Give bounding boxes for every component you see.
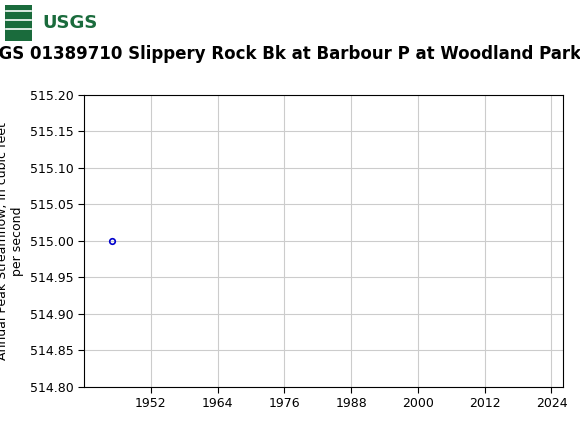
Bar	[3, 3, 70, 42]
Y-axis label: Annual Peak Streamflow, in cubic feet
per second: Annual Peak Streamflow, in cubic feet pe…	[0, 122, 24, 360]
Text: USGS 01389710 Slippery Rock Bk at Barbour P at Woodland Park NJ: USGS 01389710 Slippery Rock Bk at Barbou…	[0, 45, 580, 63]
Bar	[5, 4, 32, 41]
Text: USGS: USGS	[42, 14, 97, 31]
